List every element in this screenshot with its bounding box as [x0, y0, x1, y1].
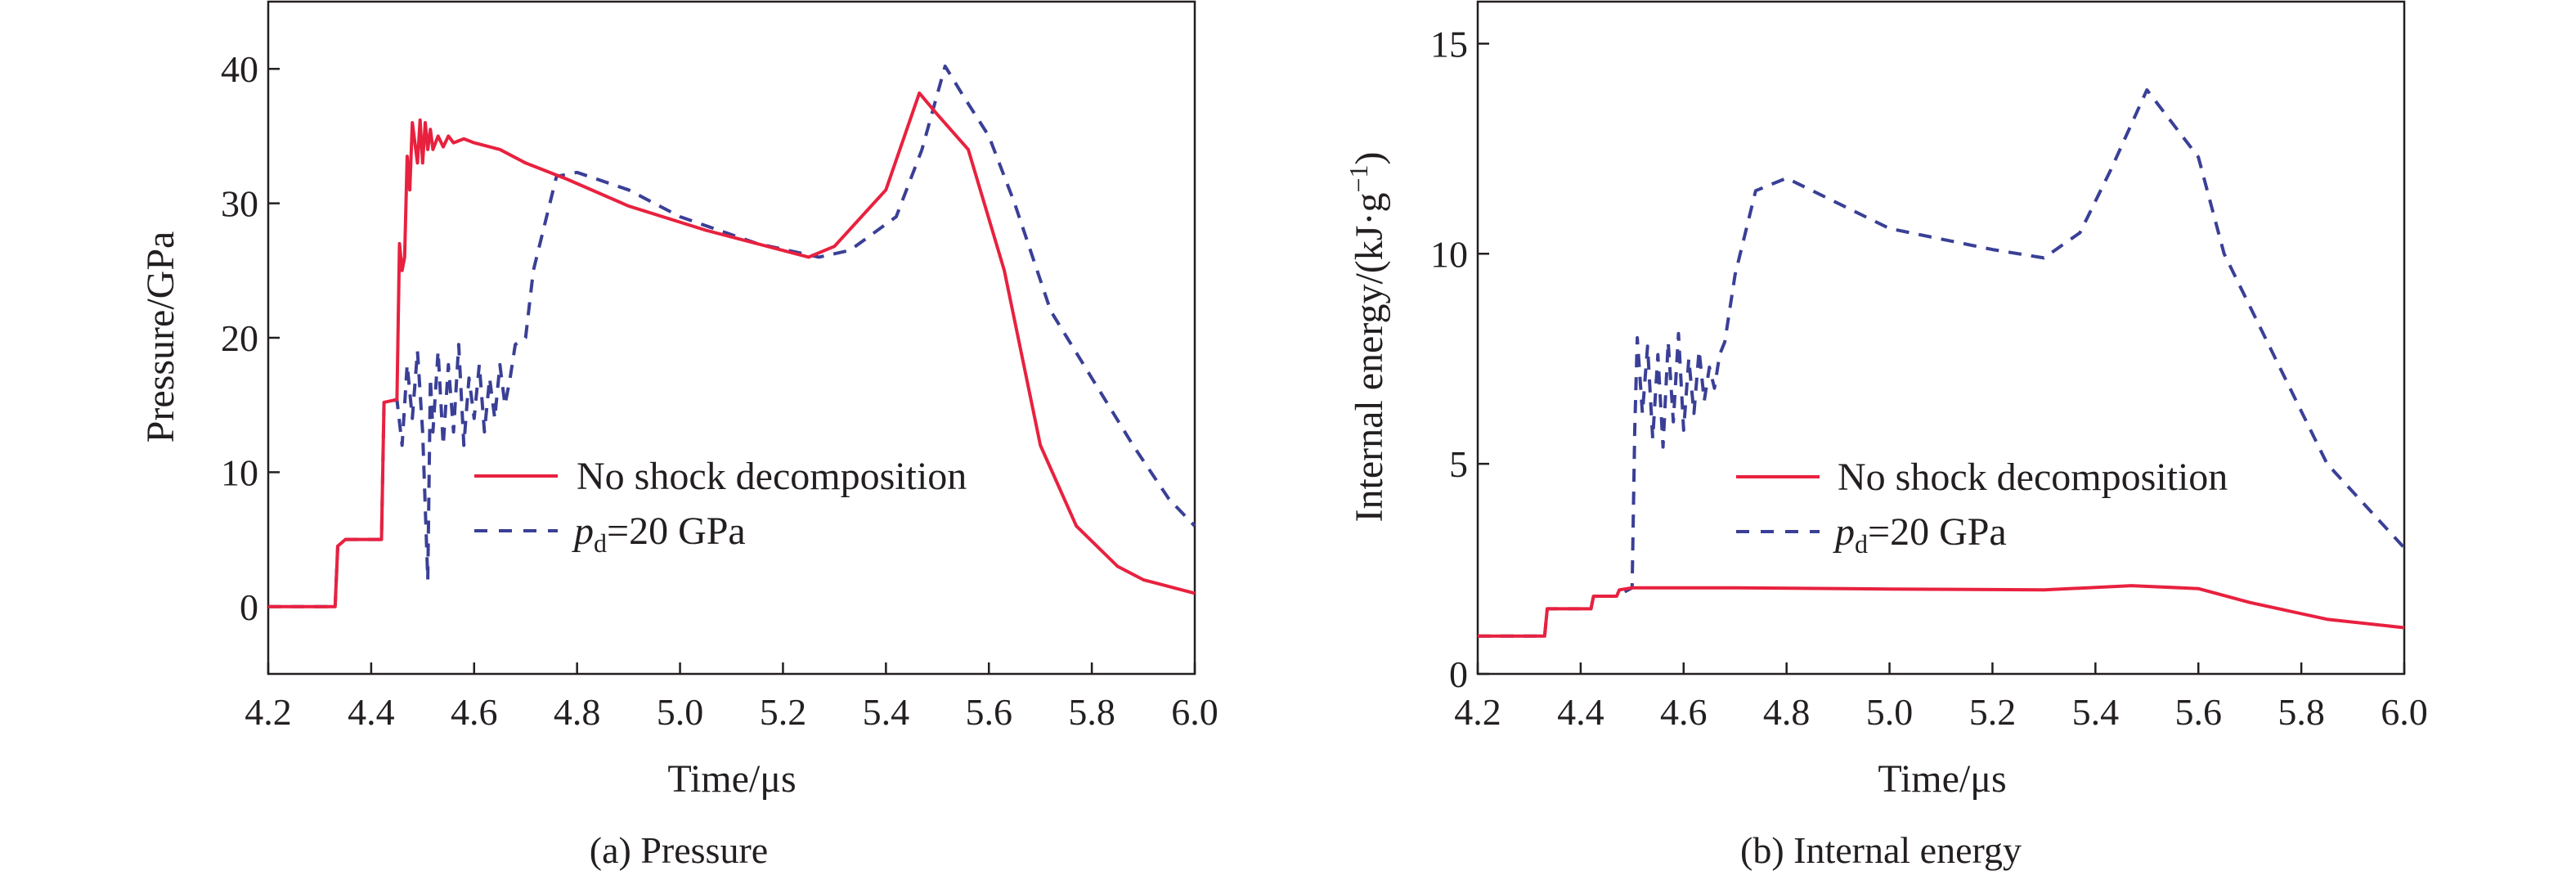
y-tick-label: 10: [1430, 233, 1468, 275]
x-tick-label: 6.0: [2381, 691, 2428, 733]
chart-caption: (b) Internal energy: [1740, 829, 2022, 871]
y-tick-label: 20: [221, 317, 258, 359]
legend-label-solid: No shock decomposition: [577, 455, 967, 498]
x-tick-label: 5.8: [2278, 691, 2325, 733]
x-tick-label: 5.4: [2072, 691, 2120, 733]
x-tick-label: 4.2: [1454, 691, 1501, 733]
x-tick-label: 4.8: [1763, 691, 1811, 733]
x-tick-label: 4.4: [1557, 691, 1604, 733]
x-tick-label: 4.6: [451, 691, 498, 733]
y-label-main: Internal energy/(kJ·g: [1348, 193, 1391, 523]
legend-label-dashed: pd=20 GPa: [572, 510, 746, 558]
y-tick-label: 10: [221, 451, 258, 493]
chart-caption: (a) Pressure: [590, 829, 768, 871]
x-tick-label: 5.6: [965, 691, 1012, 733]
legend-label-dashed: pd=20 GPa: [1833, 510, 2007, 559]
x-axis-label: Time/μs: [1878, 757, 2006, 801]
legend: No shock decomposition pd=20 GPa: [474, 455, 967, 558]
legend-p: p: [572, 510, 594, 553]
series-line-pd20: [1478, 88, 2406, 638]
y-axis-label: Pressure/GPa: [139, 231, 182, 443]
legend-label-solid: No shock decomposition: [1838, 456, 2228, 499]
series-line-pd20: [268, 64, 1196, 608]
pressure-chart: 4.2 4.4 4.6 4.8 5.0 5.2 5.4 5.6 5.8 6.0010203040 …: [139, 0, 1218, 871]
x-tick-label: 5.4: [863, 691, 910, 733]
y-tick-label: 0: [240, 586, 258, 628]
plot-frame: [1476, 0, 2406, 676]
y-axis-label: Internal energy/(kJ·g−1): [1344, 152, 1391, 523]
y-tick-label: 5: [1449, 443, 1468, 485]
y-tick-label: 0: [1449, 653, 1468, 695]
x-tick-label: 4.6: [1660, 691, 1708, 733]
x-tick-label: 5.2: [760, 691, 807, 733]
y-tick-label: 40: [221, 48, 258, 90]
y-tick-label: 15: [1430, 23, 1468, 65]
x-tick-label: 5.2: [1969, 691, 2017, 733]
legend-sub: d: [1855, 529, 1868, 559]
y-label-sup: −1: [1344, 164, 1373, 192]
x-tick-label: 5.8: [1068, 691, 1115, 733]
x-tick-label: 5.0: [1866, 691, 1914, 733]
x-tick-label: 5.0: [657, 691, 704, 733]
x-tick-label: 4.2: [245, 691, 292, 733]
series-line-no-decomposition: [1478, 584, 2405, 638]
x-axis-label: Time/μs: [667, 757, 796, 801]
x-tick-label: 6.0: [1171, 691, 1218, 733]
legend-sub: d: [594, 528, 607, 558]
x-tick-label: 4.4: [348, 691, 395, 733]
legend-suffix: =20 GPa: [1868, 510, 2007, 554]
legend-suffix: =20 GPa: [607, 510, 746, 553]
x-tick-label: 5.6: [2174, 691, 2222, 733]
legend: No shock decomposition pd=20 GPa: [1736, 456, 2228, 559]
y-label-end: ): [1348, 152, 1391, 165]
x-tick-label: 4.8: [554, 691, 601, 733]
internal-energy-chart: 4.2 4.4 4.6 4.8 5.0 5.2 5.4 5.6 5.8 6.0 0 5 10 15 Int…: [1344, 0, 2428, 871]
legend-p: p: [1833, 510, 1855, 554]
series-line-no-decomposition: [268, 91, 1196, 608]
y-tick-label: 30: [221, 183, 258, 225]
plot-frame: [267, 0, 1196, 676]
